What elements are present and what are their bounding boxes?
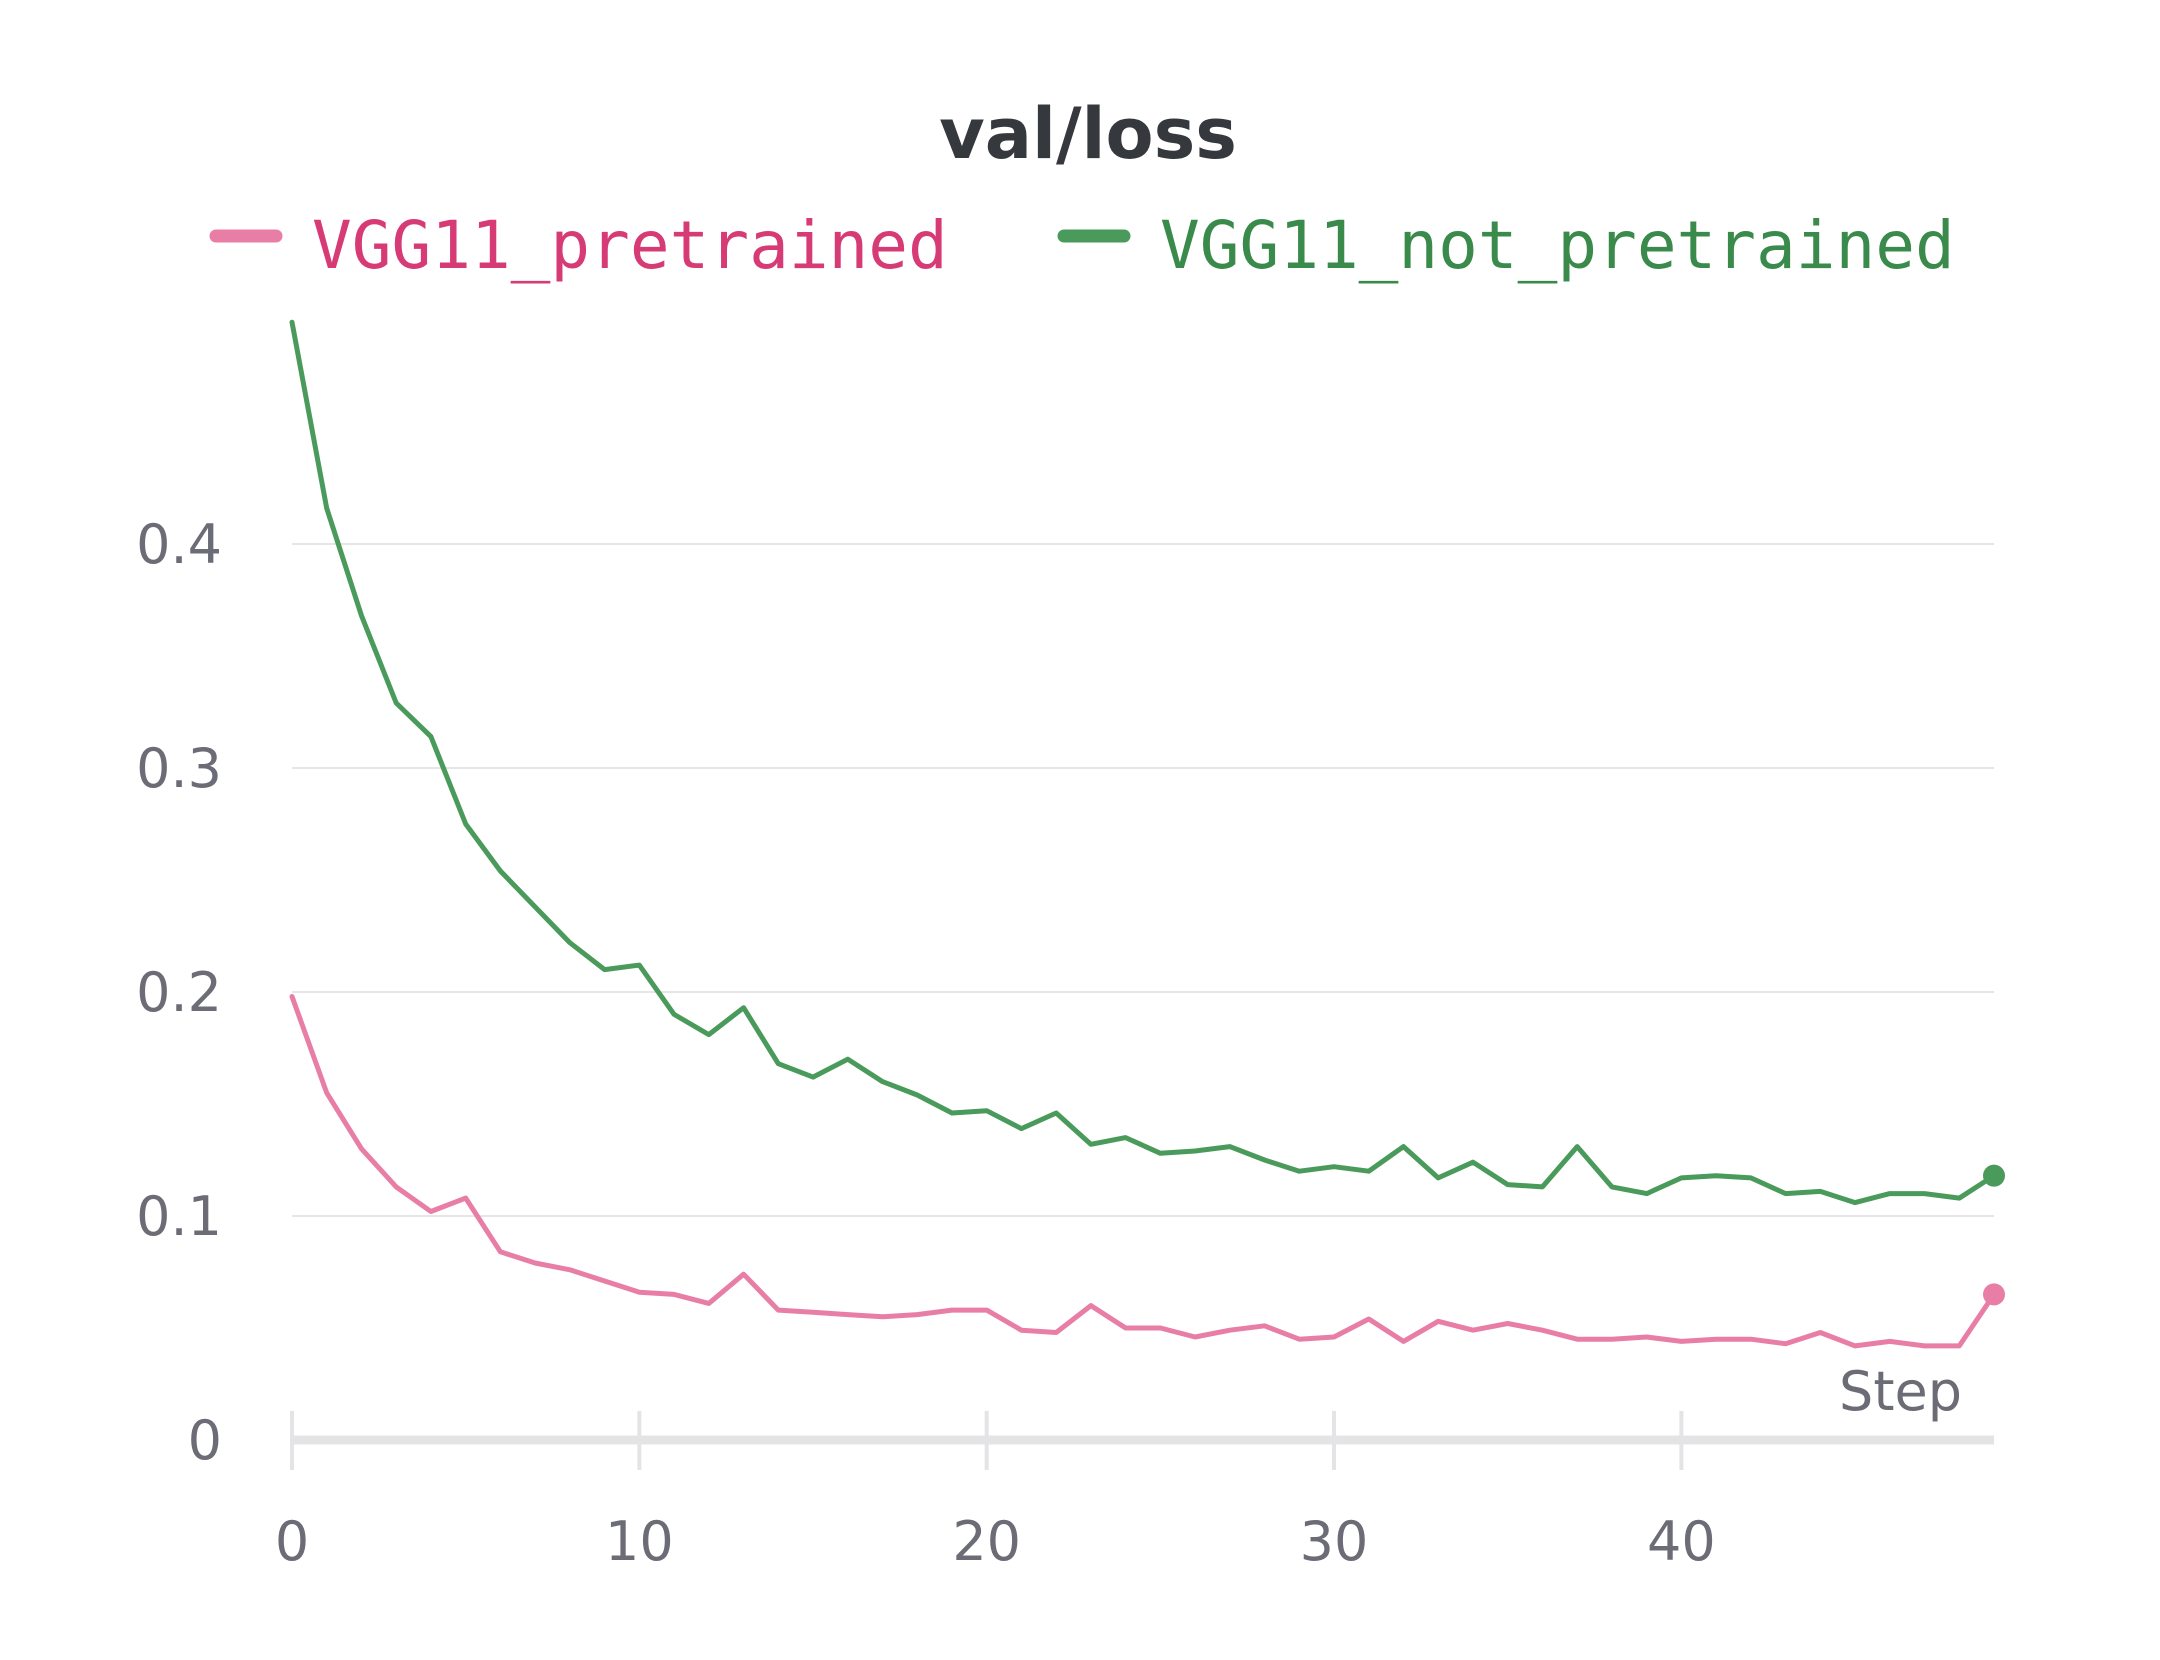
x-tick-label: 40 (1647, 1510, 1716, 1573)
y-tick-label: 0.1 (136, 1185, 222, 1248)
x-tick-label: 30 (1300, 1510, 1369, 1573)
legend-item-not-pretrained[interactable]: VGG11_not_pretrained (1057, 207, 1955, 284)
grid-lines (292, 543, 1994, 1217)
x-tick-label: 20 (952, 1510, 1021, 1573)
legend: VGG11_pretrained VGG11_not_pretrained (209, 207, 1955, 284)
y-tick-label: 0 (188, 1409, 222, 1472)
x-axis: 0 10 20 30 40 (275, 1411, 1994, 1573)
legend-label-not-pretrained: VGG11_not_pretrained (1160, 207, 1955, 284)
y-tick-label: 0.4 (136, 513, 222, 576)
y-axis: 0 0.1 0.2 0.3 0.4 (136, 513, 222, 1472)
legend-item-pretrained[interactable]: VGG11_pretrained (209, 207, 948, 284)
series-end-point-0[interactable] (1983, 1283, 2005, 1306)
series-line-0[interactable] (289, 994, 1997, 1349)
series-layer (289, 319, 2005, 1349)
chart-title: val/loss (939, 93, 1237, 175)
x-tick-label: 0 (275, 1510, 309, 1573)
legend-label-pretrained: VGG11_pretrained (312, 207, 948, 284)
y-tick-label: 0.2 (136, 961, 222, 1024)
x-tick-label: 10 (605, 1510, 674, 1573)
x-axis-label: Step (1839, 1360, 1962, 1423)
series-line-1[interactable] (289, 319, 1997, 1206)
series-end-point-1[interactable] (1983, 1164, 2005, 1187)
y-tick-label: 0.3 (136, 737, 222, 800)
